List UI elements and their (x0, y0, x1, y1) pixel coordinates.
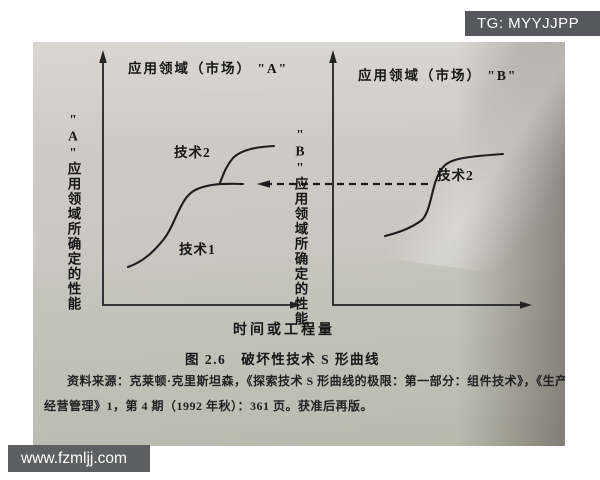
transfer-arrowhead-icon (257, 180, 270, 188)
telegram-watermark: TG: MYYJJPP (465, 11, 600, 36)
left-curve-tech2 (218, 144, 276, 185)
left-y-axis-arrow-icon (99, 50, 107, 63)
website-watermark: www.fzmljj.com (8, 445, 150, 472)
right-y-axis-arrow-icon (329, 50, 337, 63)
right-tech2-label: 技术2 (437, 168, 474, 183)
left-chart-title: 应用领域（市场） "A" (128, 61, 289, 76)
source-citation-line1: 资料来源：克莱顿·克里斯坦森，《探索技术 S 形曲线的极限：第一部分：组件技术》… (67, 374, 565, 388)
left-tech2-label: 技术2 (174, 145, 211, 160)
x-axis-label: 时间或工程量 (233, 323, 335, 338)
right-x-axis-arrow-icon (520, 301, 532, 309)
s-curve-diagram (99, 50, 532, 309)
source-citation-line2: 经营管理》1，第 4 期（1992 年秋）：361 页。获准后再版。 (44, 399, 374, 413)
left-tech1-label: 技术1 (179, 242, 216, 257)
right-y-axis-label: "B"应用领域所确定的性能 (292, 127, 308, 327)
figure-caption: 图 2.6 破坏性技术 S 形曲线 (185, 352, 381, 367)
right-chart-title: 应用领域（市场） "B" (358, 68, 518, 83)
left-y-axis-label: "A"应用领域所确定的性能 (65, 112, 81, 312)
page-photo: 应用领域（市场） "A" "A"应用领域所确定的性能 技术2 技术1 应用领域（… (33, 42, 565, 446)
left-curve-tech1 (126, 182, 245, 269)
left-x-axis-arrow-icon (290, 301, 302, 309)
right-curve-tech2 (383, 152, 505, 238)
